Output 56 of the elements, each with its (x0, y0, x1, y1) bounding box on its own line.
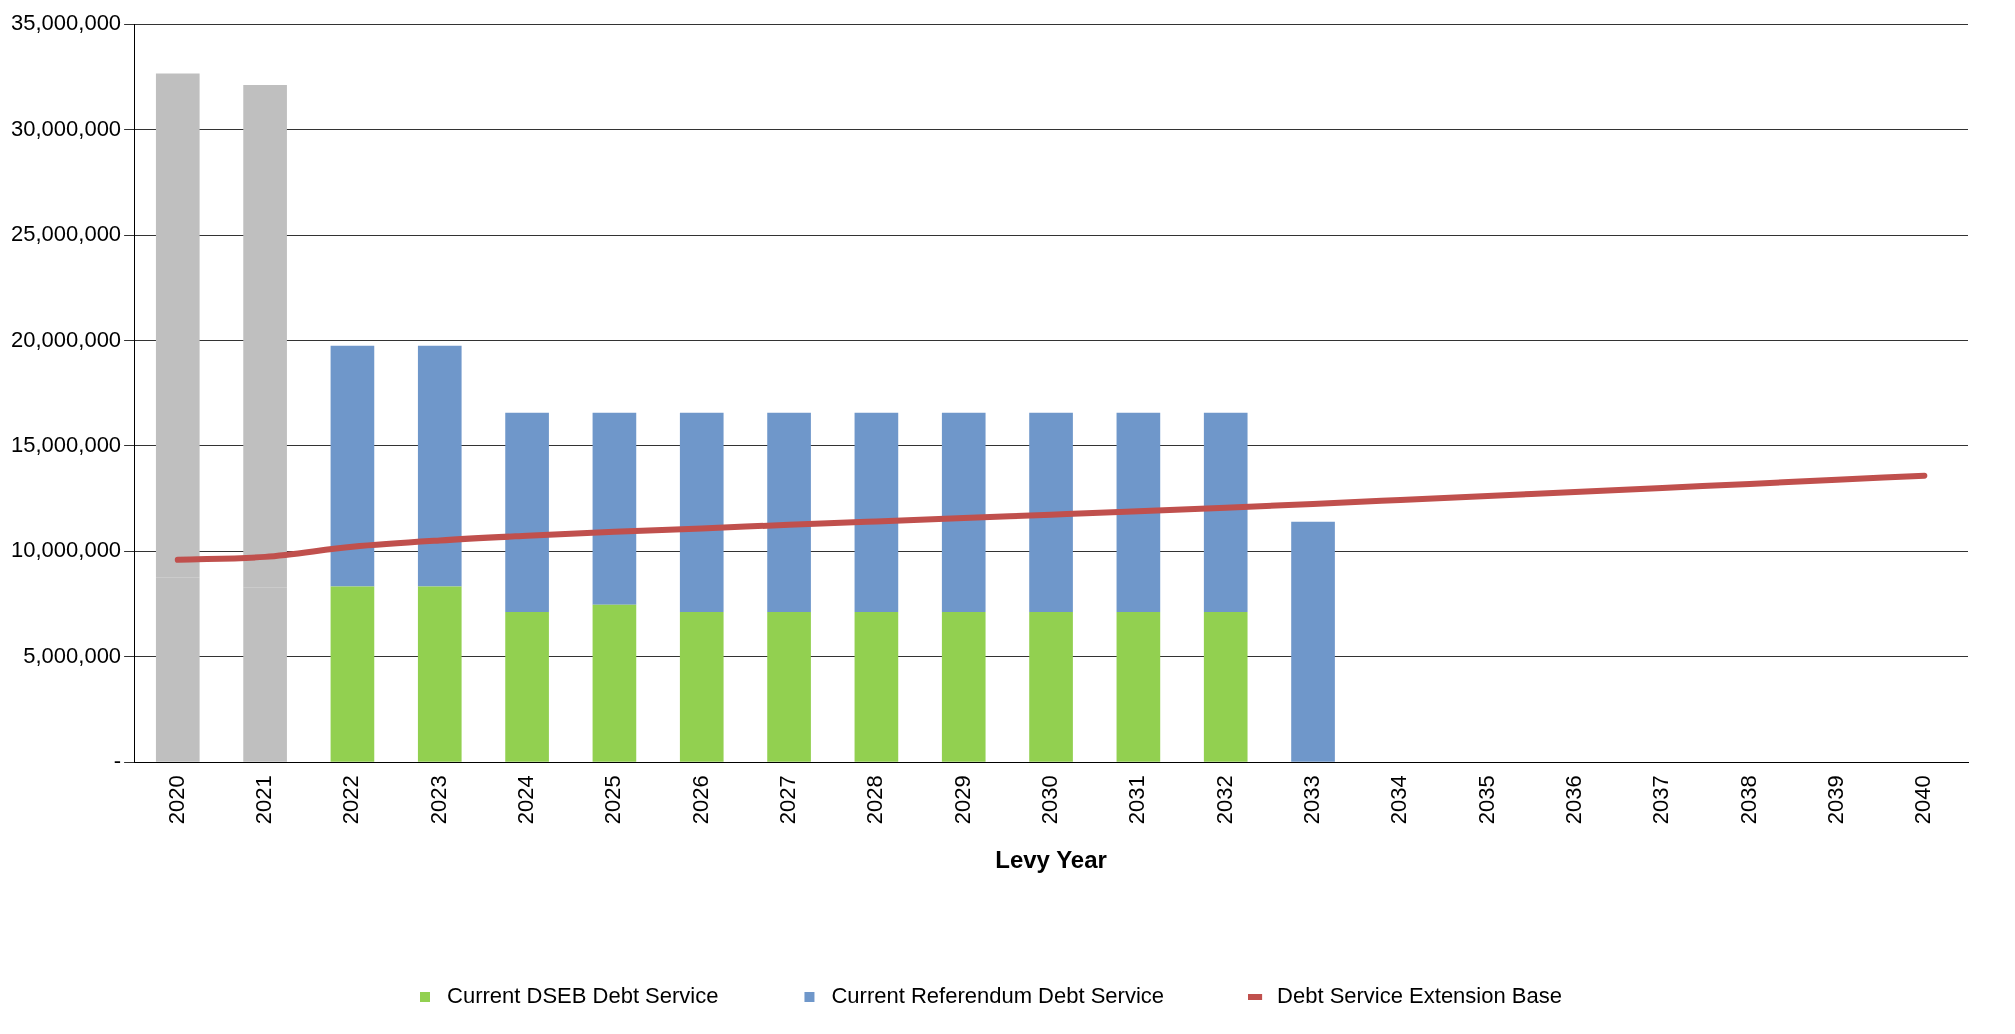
legend-label: Current Referendum Debt Service (831, 983, 1165, 1009)
bar (854, 412, 899, 613)
bar (767, 412, 811, 613)
bar (854, 612, 899, 762)
bar (1203, 612, 1248, 762)
y-tick-label: 10,000,000 (11, 537, 122, 563)
x-tick-label: 2028 (862, 775, 888, 825)
x-tick-label: 2020 (163, 775, 189, 825)
x-tick-label: 2031 (1124, 775, 1150, 825)
bar (1116, 412, 1161, 613)
bar (417, 586, 462, 762)
bar (505, 412, 549, 613)
y-tick-label: - (113, 748, 122, 774)
bar (941, 412, 986, 613)
x-tick-label: 2038 (1735, 775, 1761, 825)
x-tick-label: 2039 (1823, 775, 1849, 825)
x-tick-label: 2033 (1299, 775, 1325, 825)
x-tick-label: 2022 (338, 775, 364, 825)
x-tick-label: 2024 (513, 775, 539, 825)
x-tick-label: 2037 (1648, 775, 1674, 825)
bar (417, 345, 462, 587)
bar (1203, 412, 1248, 613)
x-axis-title: Levy Year (995, 846, 1107, 874)
x-tick-label: 2040 (1910, 775, 1936, 825)
bar (679, 412, 724, 613)
bar (592, 412, 637, 605)
x-tick-label: 2035 (1473, 775, 1499, 825)
bar (1291, 521, 1335, 762)
y-tick-label: 25,000,000 (11, 221, 122, 247)
x-tick-label: 2021 (251, 775, 277, 825)
y-tick-label: 20,000,000 (11, 326, 122, 352)
bar (1116, 612, 1161, 762)
legend-label: Debt Service Extension Base (1277, 983, 1562, 1009)
bar (1029, 612, 1073, 762)
bar (592, 604, 637, 762)
bar (330, 586, 375, 762)
x-tick-label: 2029 (949, 775, 975, 825)
y-tick-label: 5,000,000 (23, 642, 122, 668)
bar (505, 612, 549, 762)
bar (1029, 412, 1073, 613)
x-tick-label: 2023 (425, 775, 451, 825)
y-tick-label: 30,000,000 (11, 115, 122, 141)
bar (941, 612, 986, 762)
bar (330, 345, 375, 587)
bar (679, 612, 724, 762)
bar (767, 612, 811, 762)
x-tick-label: 2032 (1211, 775, 1237, 825)
legend-label: Current DSEB Debt Service (447, 983, 719, 1009)
x-tick-label: 2036 (1561, 775, 1587, 825)
y-tick-label: 15,000,000 (11, 432, 122, 458)
x-tick-label: 2025 (600, 775, 626, 825)
y-tick-label: 35,000,000 (11, 10, 122, 36)
x-tick-label: 2026 (687, 775, 713, 825)
x-tick-label: 2027 (775, 775, 801, 825)
x-tick-label: 2030 (1037, 775, 1063, 825)
x-tick-label: 2034 (1386, 775, 1412, 825)
